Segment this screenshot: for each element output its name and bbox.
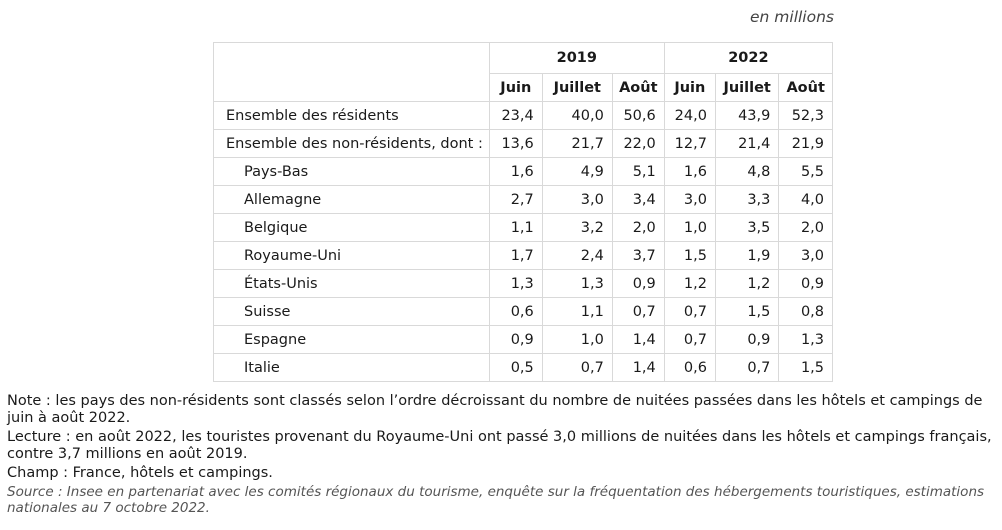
row-label: Italie	[213, 353, 490, 382]
month-header: Juillet	[714, 73, 780, 102]
value-cell: 1,5	[778, 353, 833, 382]
value-cell: 1,9	[714, 241, 780, 270]
value-cell: 5,1	[611, 157, 665, 186]
value-cell: 1,7	[488, 241, 543, 270]
row-label: Suisse	[213, 297, 490, 326]
source-text: Source : Insee en partenariat avec les c…	[7, 484, 985, 516]
value-cell: 0,9	[611, 269, 665, 298]
value-cell: 0,9	[778, 269, 833, 298]
value-cell: 1,3	[488, 269, 543, 298]
value-cell: 3,3	[714, 185, 780, 214]
row-label: Royaume-Uni	[213, 241, 490, 270]
table-row: Suisse 0,6 1,1 0,7 0,7 1,5 0,8	[213, 297, 833, 326]
table-row: Espagne 0,9 1,0 1,4 0,7 0,9 1,3	[213, 325, 833, 354]
table-row: Allemagne 2,7 3,0 3,4 3,0 3,3 4,0	[213, 185, 833, 214]
value-cell: 0,7	[663, 325, 716, 354]
value-cell: 1,5	[714, 297, 780, 326]
value-cell: 1,2	[663, 269, 716, 298]
value-cell: 3,4	[611, 185, 665, 214]
value-cell: 52,3	[778, 101, 833, 130]
value-cell: 3,0	[663, 185, 716, 214]
value-cell: 2,4	[541, 241, 613, 270]
row-label: Ensemble des non-résidents, dont :	[213, 129, 490, 158]
value-cell: 4,8	[714, 157, 780, 186]
year-header-row: 2019 2022	[213, 42, 834, 102]
value-cell: 1,6	[488, 157, 543, 186]
value-cell: 43,9	[714, 101, 780, 130]
value-cell: 21,9	[778, 129, 833, 158]
row-label: Ensemble des résidents	[213, 101, 490, 130]
table-row: États-Unis 1,3 1,3 0,9 1,2 1,2 0,9	[213, 269, 833, 298]
value-cell: 1,1	[488, 213, 543, 242]
row-label: Espagne	[213, 325, 490, 354]
value-cell: 2,7	[488, 185, 543, 214]
value-cell: 1,4	[611, 325, 665, 354]
month-header: Juin	[488, 73, 543, 102]
month-header: Août	[611, 73, 665, 102]
row-label: Pays-Bas	[213, 157, 490, 186]
value-cell: 0,9	[488, 325, 543, 354]
month-header: Juin	[663, 73, 716, 102]
notes-block: Note : les pays des non-résidents sont c…	[7, 393, 997, 518]
table-row: Royaume-Uni 1,7 2,4 3,7 1,5 1,9 3,0	[213, 241, 833, 270]
lecture-text: Lecture : en août 2022, les touristes pr…	[7, 429, 992, 462]
value-cell: 4,9	[541, 157, 613, 186]
row-label: États-Unis	[213, 269, 490, 298]
value-cell: 21,4	[714, 129, 780, 158]
value-cell: 1,0	[541, 325, 613, 354]
value-cell: 1,5	[663, 241, 716, 270]
table-body: Ensemble des résidents 23,4 40,0 50,6 24,0 43…	[213, 101, 833, 382]
value-cell: 23,4	[488, 101, 543, 130]
value-cell: 3,5	[714, 213, 780, 242]
note-text: Note : les pays des non-résidents sont c…	[7, 393, 983, 426]
table-row: Ensemble des non-résidents, dont :13,6 21…	[213, 129, 833, 158]
value-cell: 12,7	[663, 129, 716, 158]
row-label: Belgique	[213, 213, 490, 242]
year-header-2022: 2022	[663, 42, 834, 74]
value-cell: 0,9	[714, 325, 780, 354]
year-header-2019: 2019	[488, 42, 665, 74]
value-cell: 13,6	[488, 129, 543, 158]
value-cell: 5,5	[778, 157, 833, 186]
value-cell: 0,7	[714, 353, 780, 382]
table-row: Pays-Bas 1,6 4,9 5,1 1,6 4,8 5,5	[213, 157, 833, 186]
value-cell: 50,6	[611, 101, 665, 130]
value-cell: 0,6	[488, 297, 543, 326]
value-cell: 1,3	[778, 325, 833, 354]
month-header: Juillet	[541, 73, 613, 102]
table-row: Italie 0,5 0,7 1,4 0,6 0,7 1,5	[213, 353, 833, 382]
value-cell: 1,3	[541, 269, 613, 298]
unit-label: en millions	[750, 8, 834, 26]
value-cell: 3,7	[611, 241, 665, 270]
value-cell: 3,0	[778, 241, 833, 270]
value-cell: 1,2	[714, 269, 780, 298]
month-header: Août	[778, 73, 833, 102]
value-cell: 4,0	[778, 185, 833, 214]
value-cell: 0,6	[663, 353, 716, 382]
value-cell: 0,7	[663, 297, 716, 326]
value-cell: 0,5	[488, 353, 543, 382]
value-cell: 3,2	[541, 213, 613, 242]
nights-table: 2019 2022 Juin Juillet Août Juin Juillet…	[213, 42, 834, 382]
value-cell: 0,7	[541, 353, 613, 382]
value-cell: 0,7	[611, 297, 665, 326]
value-cell: 40,0	[541, 101, 613, 130]
value-cell: 2,0	[611, 213, 665, 242]
header-corner	[213, 42, 490, 102]
row-label: Allemagne	[213, 185, 490, 214]
value-cell: 3,0	[541, 185, 613, 214]
month-header-row: Juin Juillet Août Juin Juillet Août	[214, 73, 833, 102]
value-cell: 1,1	[541, 297, 613, 326]
value-cell: 24,0	[663, 101, 716, 130]
value-cell: 2,0	[778, 213, 833, 242]
champ-text: Champ : France, hôtels et campings.	[7, 465, 273, 481]
value-cell: 1,0	[663, 213, 716, 242]
value-cell: 0,8	[778, 297, 833, 326]
value-cell: 1,6	[663, 157, 716, 186]
table-row: Ensemble des résidents 23,4 40,0 50,6 24,0 43…	[213, 101, 833, 130]
table-row: Belgique 1,1 3,2 2,0 1,0 3,5 2,0	[213, 213, 833, 242]
value-cell: 22,0	[611, 129, 665, 158]
value-cell: 21,7	[541, 129, 613, 158]
value-cell: 1,4	[611, 353, 665, 382]
